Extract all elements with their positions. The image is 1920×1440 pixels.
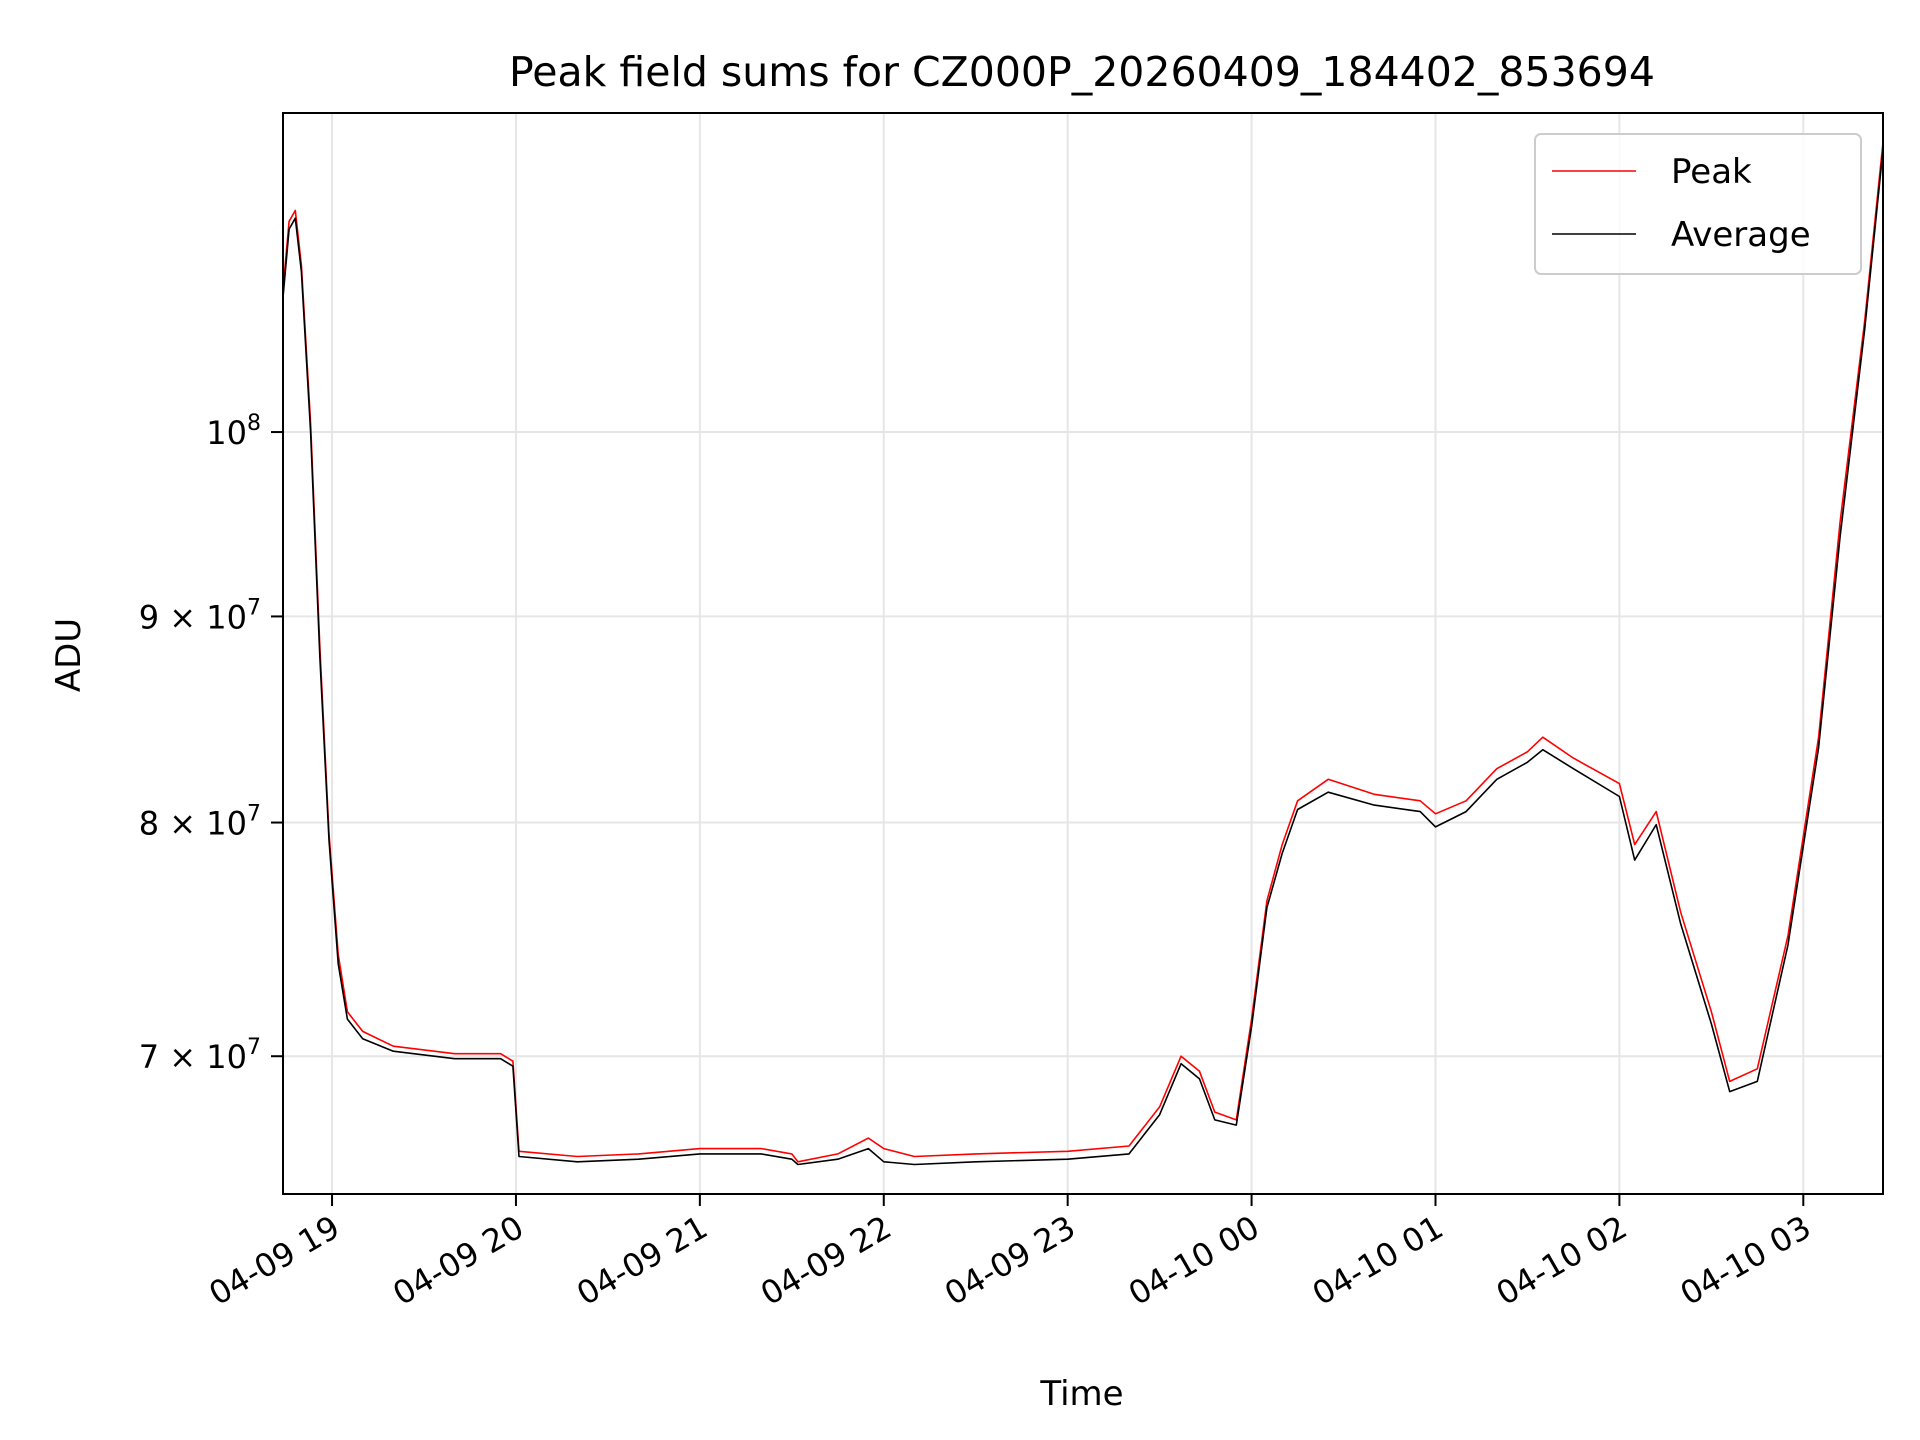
- chart-title: Peak field sums for CZ000P_20260409_1844…: [509, 48, 1655, 96]
- y-tick-label: 7 × 107: [139, 1035, 261, 1076]
- grid-lines: [283, 113, 1883, 1194]
- series-line-peak: [283, 142, 1883, 1163]
- y-tick-label: 8 × 107: [139, 802, 261, 843]
- legend-label-peak: Peak: [1671, 152, 1752, 192]
- legend-label-average: Average: [1671, 215, 1811, 255]
- y-tick-label: 9 × 107: [139, 595, 261, 636]
- y-axis-ticks: 7 × 107 8 × 107 9 × 107 108: [139, 411, 283, 1076]
- legend: Peak Average: [1534, 133, 1862, 275]
- x-axis-label: Time: [1039, 1374, 1123, 1414]
- y-axis-label: ADU: [49, 618, 89, 692]
- plot-area-frame: [282, 112, 1884, 1195]
- series-layer: [283, 142, 1883, 1166]
- legend-box: [1534, 133, 1862, 275]
- series-line-average: [283, 149, 1883, 1166]
- y-tick-label: 108: [206, 411, 261, 452]
